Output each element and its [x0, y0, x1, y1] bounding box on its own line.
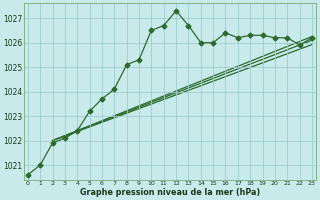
X-axis label: Graphe pression niveau de la mer (hPa): Graphe pression niveau de la mer (hPa) [80, 188, 260, 197]
